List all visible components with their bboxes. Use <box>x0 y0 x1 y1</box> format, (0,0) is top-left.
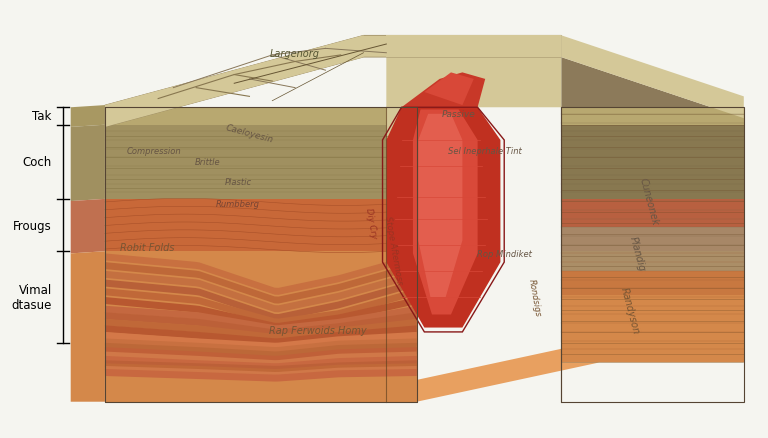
Polygon shape <box>413 110 478 315</box>
Polygon shape <box>561 228 743 271</box>
Text: Largenorg: Largenorg <box>270 49 320 59</box>
Text: Randyson: Randyson <box>619 286 641 335</box>
Polygon shape <box>105 332 417 350</box>
Polygon shape <box>105 271 417 314</box>
Polygon shape <box>386 36 561 58</box>
Polygon shape <box>561 36 743 119</box>
Text: Passive: Passive <box>442 110 475 119</box>
Polygon shape <box>425 73 474 106</box>
Polygon shape <box>363 36 561 58</box>
Text: Cuneonek: Cuneonek <box>637 177 660 226</box>
Text: Rumbberg: Rumbberg <box>216 199 260 208</box>
Text: Rondsigs: Rondsigs <box>527 278 542 317</box>
Polygon shape <box>105 280 417 322</box>
Polygon shape <box>386 108 501 328</box>
Polygon shape <box>105 289 417 327</box>
Polygon shape <box>71 125 105 201</box>
Polygon shape <box>71 252 105 402</box>
Polygon shape <box>561 199 743 252</box>
Text: Diy Cry: Diy Cry <box>364 208 378 239</box>
Polygon shape <box>105 366 417 380</box>
Polygon shape <box>105 271 417 313</box>
Polygon shape <box>105 306 417 333</box>
Polygon shape <box>105 306 417 332</box>
Polygon shape <box>419 115 462 297</box>
Polygon shape <box>105 341 743 402</box>
Polygon shape <box>105 319 417 342</box>
Text: Caeloyesin: Caeloyesin <box>224 124 274 145</box>
Text: Robit Folds: Robit Folds <box>120 242 174 252</box>
Polygon shape <box>105 319 417 341</box>
Polygon shape <box>105 347 417 363</box>
Polygon shape <box>561 125 743 199</box>
Polygon shape <box>105 125 417 199</box>
Text: Sel Ineprhale Tint: Sel Ineprhale Tint <box>449 147 522 156</box>
Polygon shape <box>71 199 105 254</box>
Polygon shape <box>105 36 363 127</box>
Polygon shape <box>105 364 417 376</box>
Polygon shape <box>105 352 417 367</box>
Polygon shape <box>105 254 417 402</box>
Polygon shape <box>105 352 417 368</box>
Polygon shape <box>402 73 485 108</box>
Polygon shape <box>105 369 417 382</box>
Polygon shape <box>105 199 417 252</box>
Polygon shape <box>71 106 105 127</box>
Polygon shape <box>105 313 417 337</box>
Polygon shape <box>561 252 743 295</box>
Text: Tak: Tak <box>32 110 51 123</box>
Text: Rap Ferwoids Homy: Rap Ferwoids Homy <box>269 325 366 335</box>
Polygon shape <box>105 252 417 402</box>
Text: Rop Mindiket: Rop Mindiket <box>477 249 531 258</box>
Text: Coch: Coch <box>22 156 51 169</box>
Text: Frougs: Frougs <box>13 219 51 232</box>
Polygon shape <box>105 366 417 379</box>
Polygon shape <box>105 343 417 360</box>
Text: Compression: Compression <box>127 147 182 156</box>
Text: Stope Aftermoss: Stope Aftermoss <box>383 215 405 284</box>
Polygon shape <box>105 339 417 354</box>
Polygon shape <box>105 297 417 330</box>
Polygon shape <box>105 325 417 346</box>
Text: Brittle: Brittle <box>195 158 220 167</box>
Text: Plandig: Plandig <box>627 235 647 272</box>
Polygon shape <box>105 254 417 296</box>
Polygon shape <box>105 360 417 373</box>
Polygon shape <box>105 360 417 374</box>
Polygon shape <box>105 262 417 305</box>
Polygon shape <box>105 364 417 377</box>
Polygon shape <box>105 369 417 402</box>
Polygon shape <box>105 339 417 355</box>
Polygon shape <box>105 254 417 295</box>
Polygon shape <box>561 295 743 363</box>
Polygon shape <box>105 36 561 127</box>
Polygon shape <box>105 325 417 346</box>
Polygon shape <box>105 280 417 321</box>
Polygon shape <box>105 347 417 364</box>
Polygon shape <box>105 332 417 351</box>
Polygon shape <box>105 369 417 381</box>
Polygon shape <box>105 356 417 371</box>
Polygon shape <box>105 313 417 338</box>
Text: Vimal
dtasue: Vimal dtasue <box>12 283 51 311</box>
Polygon shape <box>105 343 417 359</box>
Polygon shape <box>105 356 417 371</box>
Polygon shape <box>105 262 417 304</box>
Polygon shape <box>105 297 417 331</box>
Polygon shape <box>105 289 417 326</box>
Polygon shape <box>105 108 417 125</box>
Polygon shape <box>561 108 743 125</box>
Text: Plastic: Plastic <box>224 177 252 187</box>
Polygon shape <box>561 58 743 363</box>
Polygon shape <box>386 36 561 241</box>
